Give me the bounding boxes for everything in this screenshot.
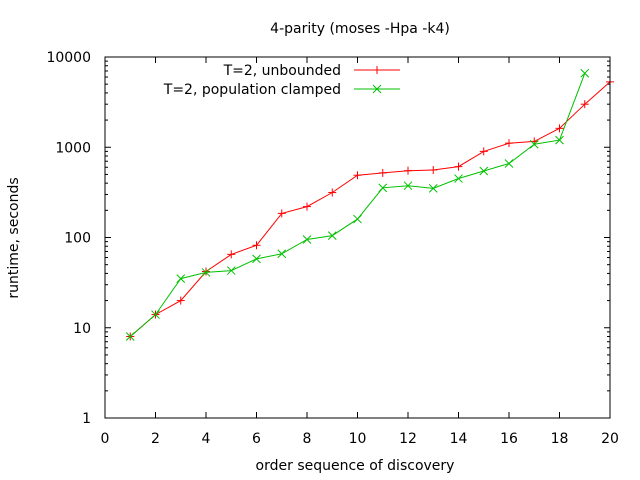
series-2: [125, 68, 590, 341]
point-marker: [302, 235, 312, 244]
data-point: [429, 165, 438, 174]
x-tick-label: 16: [500, 431, 518, 447]
data-point: [328, 188, 337, 197]
series-line: [129, 81, 611, 337]
data-point: [302, 235, 312, 244]
y-axis-label: runtime, seconds: [6, 177, 22, 298]
data-point: [327, 231, 337, 240]
data-point: [505, 139, 513, 148]
data-point: [555, 135, 564, 145]
data-point: [176, 274, 186, 284]
x-tick-label: 20: [601, 431, 619, 447]
point-marker: [454, 174, 463, 183]
point-marker: [176, 274, 186, 284]
data-point: [277, 249, 287, 259]
legend-label: T=2, population clamped: [163, 82, 341, 98]
point-marker: [504, 159, 514, 168]
series-line: [129, 73, 586, 337]
data-point: [353, 214, 362, 224]
data-point: [454, 174, 463, 183]
point-marker: [252, 254, 261, 264]
data-point: [353, 171, 362, 180]
point-marker: [428, 184, 438, 193]
data-point: [378, 183, 388, 193]
y-tick-label: 1000: [55, 140, 91, 156]
data-point: [125, 332, 135, 341]
axis-ticks: 0 2 4 6 8 10 12 14 16 18 20 1 10 100 1000 10000: [46, 50, 618, 447]
data-point: [252, 254, 261, 264]
y-tick-label: 10: [73, 321, 91, 337]
y-tick-label: 100: [64, 231, 91, 247]
point-marker: [378, 183, 388, 193]
x-tick-label: 14: [450, 431, 468, 447]
data-point: [580, 100, 589, 109]
data-point: [454, 162, 463, 171]
data-point: [404, 166, 412, 175]
point-marker: [226, 266, 236, 275]
series-1: [126, 77, 614, 341]
data-point: [226, 266, 236, 275]
point-marker: [479, 166, 489, 176]
data-point: [303, 202, 311, 211]
legend-label: T=2, unbounded: [223, 63, 341, 79]
point-marker: [201, 268, 211, 277]
x-tick-label: 2: [151, 431, 160, 447]
point-marker: [327, 231, 337, 240]
x-tick-label: 8: [303, 431, 312, 447]
point-marker: [580, 68, 590, 78]
legend: T=2, unbounded T=2, population clamped: [163, 63, 400, 98]
x-tick-label: 4: [202, 431, 211, 447]
point-marker: [277, 249, 287, 259]
data-point: [151, 310, 160, 319]
data-point: [176, 296, 185, 305]
data-point: [227, 250, 236, 259]
x-tick-label: 0: [101, 431, 110, 447]
data-point: [555, 124, 564, 133]
x-axis-label: order sequence of discovery: [256, 458, 455, 474]
data-point: [202, 267, 210, 276]
data-point: [277, 209, 286, 218]
y-tick-label: 10000: [46, 50, 91, 66]
x-tick-label: 12: [399, 431, 417, 447]
point-marker: [353, 214, 362, 224]
data-point: [378, 168, 387, 177]
data-point: [580, 68, 590, 78]
x-tick-label: 10: [349, 431, 367, 447]
data-point: [428, 184, 438, 193]
data-point: [252, 241, 261, 250]
x-tick-label: 6: [252, 431, 261, 447]
point-marker: [151, 310, 160, 319]
data-point: [504, 159, 514, 168]
data-point: [479, 166, 489, 176]
point-marker: [529, 139, 539, 149]
point-marker: [372, 84, 382, 94]
data-point: [201, 268, 211, 277]
point-marker: [125, 332, 135, 341]
series-layer: [125, 68, 614, 341]
chart-title: 4-parity (moses -Hpa -k4): [270, 21, 450, 37]
plot-frame: [104, 56, 611, 419]
data-point: [529, 139, 539, 149]
data-point: [403, 181, 413, 191]
y-tick-label: 1: [82, 411, 91, 427]
data-point: [479, 147, 488, 156]
point-marker: [403, 181, 413, 191]
point-marker: [555, 135, 564, 145]
x-tick-label: 18: [551, 431, 569, 447]
